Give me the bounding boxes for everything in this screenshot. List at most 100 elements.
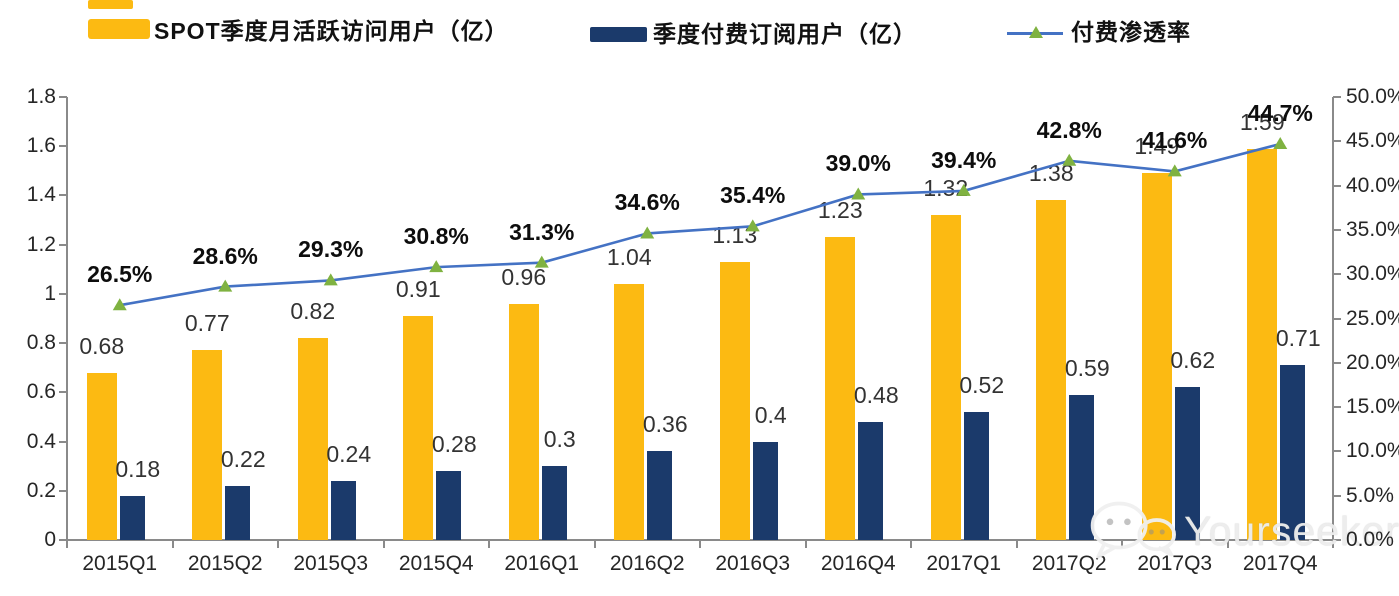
right-axis-tick — [1333, 450, 1341, 453]
left-axis-line — [66, 97, 68, 540]
right-axis-tick — [1333, 96, 1341, 98]
bar-subs-2015Q4 — [436, 471, 462, 540]
x-axis-tick — [593, 540, 596, 548]
bar-mau-label: 1.49 — [1134, 133, 1180, 160]
left-axis-tick — [59, 489, 67, 492]
penetration-pct-label: 39.4% — [931, 146, 997, 173]
penetration-legend-line — [1007, 25, 1063, 38]
x-axis-tick — [66, 540, 68, 548]
bar-subs-2015Q1 — [119, 495, 145, 540]
x-axis-tick — [382, 540, 385, 548]
right-axis-tick-label: 5.0% — [1346, 483, 1394, 507]
bar-subs-2017Q3 — [1174, 387, 1200, 540]
left-axis-tick — [59, 292, 67, 295]
bar-mau-label: 1.59 — [1239, 108, 1285, 135]
left-axis-tick-label: 0.6 — [26, 380, 56, 404]
x-axis-tick — [1332, 540, 1334, 548]
bar-subs-label: 0.28 — [431, 431, 477, 458]
penetration-marker-icon — [323, 273, 338, 286]
bar-subs-label: 0.18 — [115, 455, 161, 482]
x-axis-category-label: 2017Q3 — [1137, 552, 1213, 575]
left-axis-tick-label: 1.8 — [26, 85, 56, 108]
penetration-pct-label: 28.6% — [192, 242, 258, 269]
right-axis-tick — [1333, 317, 1341, 320]
bar-subs-2015Q3 — [330, 480, 356, 540]
right-axis-tick-label: 30.0% — [1346, 262, 1399, 286]
x-axis-tick — [804, 540, 807, 548]
bar-mau-2017Q2 — [1036, 200, 1067, 540]
bar-subs-2017Q2 — [1069, 394, 1095, 540]
bar-subs-2017Q1 — [963, 412, 989, 540]
x-axis-category-label: 2016Q2 — [609, 552, 685, 575]
bar-subs-label: 0.48 — [853, 381, 899, 408]
x-axis-tick — [1121, 540, 1123, 548]
bar-subs-2015Q2 — [225, 485, 251, 540]
x-axis-tick — [1226, 540, 1229, 548]
bar-subs-label: 0.3 — [543, 426, 576, 453]
x-axis-tick — [699, 540, 701, 548]
bar-subs-label: 0.4 — [754, 401, 787, 428]
bar-subs-2016Q3 — [752, 441, 778, 540]
penetration-marker-icon — [956, 183, 971, 196]
penetration-marker-icon — [218, 279, 233, 292]
penetration-pct-label: 42.8% — [1036, 116, 1102, 143]
x-axis-tick — [171, 540, 174, 548]
legend-item-penetration: 付费渗透率 — [1007, 13, 1191, 47]
right-axis-tick-label: 50.0% — [1346, 85, 1399, 108]
bar-mau-2015Q2 — [192, 350, 223, 540]
x-axis-category-label: 2016Q1 — [504, 552, 580, 575]
legend-item-subs: 季度付费订阅用户（亿） — [590, 15, 917, 49]
right-axis-tick — [1333, 406, 1341, 409]
bar-subs-label: 0.59 — [1064, 354, 1110, 381]
x-axis-category-label: 2015Q2 — [187, 552, 263, 575]
penetration-pct-label: 41.6% — [1142, 127, 1208, 154]
watermark: Yourseeker — [1086, 498, 1399, 564]
bar-subs-label: 0.36 — [642, 411, 688, 438]
x-axis-category-label: 2017Q4 — [1242, 552, 1318, 575]
left-axis-tick — [59, 194, 67, 197]
right-axis-tick-label: 10.0% — [1346, 439, 1399, 463]
right-axis-tick-label: 35.0% — [1346, 217, 1399, 241]
bar-subs-label: 0.22 — [220, 445, 266, 472]
bar-subs-label: 0.52 — [959, 372, 1005, 399]
penetration-legend-marker-icon — [1029, 25, 1043, 38]
right-axis-tick-label: 15.0% — [1346, 395, 1399, 419]
x-axis-tick — [910, 540, 912, 548]
bar-mau-label: 1.23 — [817, 197, 863, 224]
left-axis-tick — [59, 96, 67, 98]
penetration-pct-label: 26.5% — [87, 261, 153, 288]
left-axis-tick — [59, 342, 67, 345]
right-axis-tick-label: 0.0% — [1346, 528, 1394, 551]
penetration-pct-label: 35.4% — [720, 182, 786, 209]
bar-mau-2017Q3 — [1141, 173, 1172, 540]
bar-mau-label: 0.96 — [501, 263, 547, 290]
bar-mau-2017Q1 — [930, 215, 961, 540]
watermark-text: Yourseeker — [1184, 507, 1399, 554]
x-axis-category-label: 2015Q1 — [82, 552, 158, 575]
penetration-pct-label: 29.3% — [298, 236, 364, 263]
x-axis-category-label: 2015Q3 — [293, 552, 369, 575]
right-axis-tick — [1333, 228, 1341, 231]
x-axis-tick — [277, 540, 279, 548]
x-axis-category-label: 2015Q4 — [398, 552, 474, 575]
right-axis-tick — [1333, 539, 1341, 541]
bar-mau-label: 0.77 — [184, 310, 230, 337]
penetration-pct-label: 31.3% — [509, 218, 575, 245]
x-axis-category-label: 2016Q3 — [715, 552, 791, 575]
penetration-pct-label: 30.8% — [403, 223, 469, 250]
right-axis-tick-label: 20.0% — [1346, 350, 1399, 374]
left-axis-tick-label: 0.8 — [26, 331, 56, 355]
penetration-marker-icon — [1273, 136, 1288, 149]
left-axis-tick-label: 1 — [44, 281, 56, 305]
subs-legend-swatch — [590, 26, 647, 42]
bar-mau-label: 0.91 — [395, 276, 441, 303]
bar-subs-label: 0.71 — [1275, 325, 1321, 352]
penetration-line-path — [119, 142, 1281, 307]
legend-item-mau: SPOT季度月活跃访问用户（亿） — [88, 12, 509, 46]
left-axis-tick — [59, 243, 67, 246]
penetration-marker-icon — [534, 255, 549, 268]
right-axis-tick-label: 40.0% — [1346, 173, 1399, 197]
right-axis-tick — [1333, 361, 1341, 364]
